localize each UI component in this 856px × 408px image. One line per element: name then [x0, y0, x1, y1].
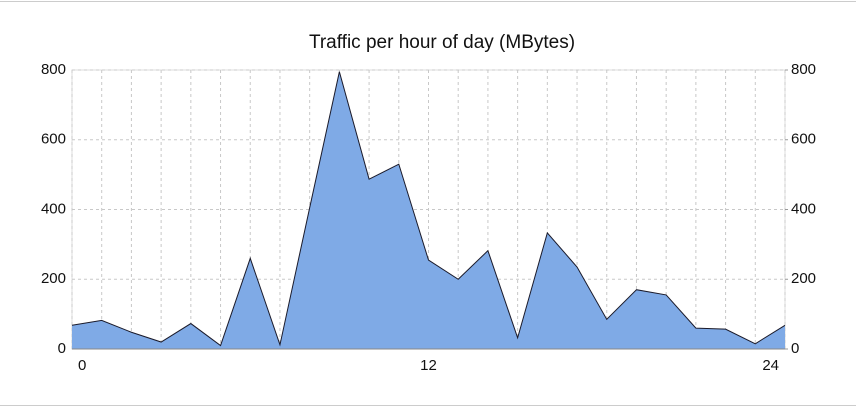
y-tick-label: 400: [41, 200, 66, 217]
y2-tick-label: 600: [791, 131, 816, 148]
y2-tick-label: 200: [791, 270, 816, 287]
y-tick-label: 200: [41, 270, 66, 287]
x-tick-label: 0: [78, 357, 86, 374]
y2-tick-label: 0: [791, 340, 799, 357]
x-tick-label: 24: [762, 357, 779, 374]
area: [72, 71, 785, 350]
y2-tick-label: 800: [791, 61, 816, 78]
y-tick-label: 0: [58, 340, 66, 357]
y-tick-label: 800: [41, 61, 66, 78]
area-line: [71, 71, 786, 347]
y2-tick-label: 400: [791, 200, 816, 217]
y-tick-label: 600: [41, 131, 66, 148]
x-tick-label: 12: [420, 357, 437, 374]
chart-title: Traffic per hour of day (MBytes): [309, 32, 575, 53]
